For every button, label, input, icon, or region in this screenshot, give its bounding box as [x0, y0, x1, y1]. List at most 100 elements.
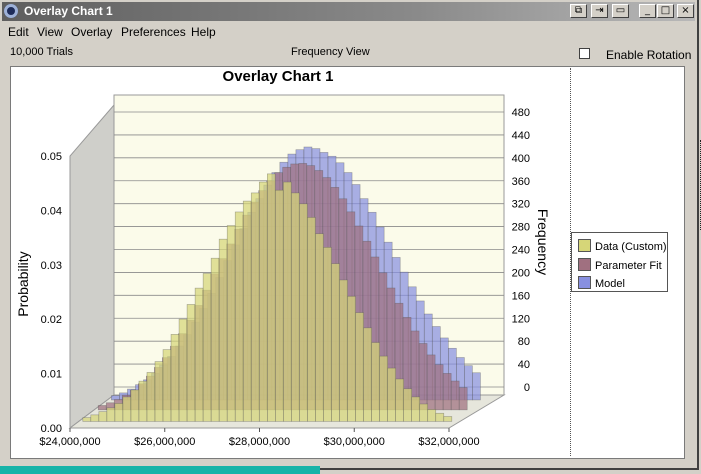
- bar-data: [90, 414, 100, 422]
- chart-side-wall: [69, 103, 115, 429]
- bar-data: [250, 192, 260, 422]
- y2-axis-label: Frequency: [535, 209, 551, 275]
- legend-item-model: Model: [578, 276, 625, 290]
- y2-tick-label: 40: [518, 359, 530, 371]
- view-mode-label[interactable]: Frequency View: [291, 46, 370, 58]
- bar-data: [387, 367, 396, 422]
- bar-data: [339, 279, 348, 422]
- chart-legend[interactable]: Data (Custom) Parameter Fit Model: [571, 232, 668, 292]
- bar-data: [299, 203, 308, 422]
- maximize-button[interactable]: □: [657, 4, 674, 18]
- y2-tick-label: 480: [512, 107, 530, 119]
- menu-view[interactable]: View: [37, 25, 63, 39]
- bar-data: [347, 295, 356, 422]
- window-edge-marker: [697, 140, 701, 230]
- menu-overlay[interactable]: Overlay: [71, 25, 113, 39]
- y-tick-label: 0.05: [41, 151, 62, 163]
- bar-data: [138, 380, 148, 422]
- bar-data: [323, 247, 332, 422]
- y2-tick-label: 240: [512, 245, 530, 257]
- y2-tick-label: 440: [512, 130, 530, 142]
- bar-data: [178, 318, 188, 422]
- overlay-chart: 0 40 80 120 160 200 240 280 320 360 400 440 480 0.00 0…: [15, 68, 551, 448]
- bar-data: [291, 192, 300, 422]
- y-tick-label: 0.03: [41, 260, 62, 272]
- y2-tick-label: 280: [512, 222, 530, 234]
- bar-parameter-fit: [426, 354, 436, 411]
- y-tick-label: 0.01: [41, 369, 62, 381]
- bar-data: [258, 181, 268, 422]
- x-tick-label: $32,000,000: [418, 436, 479, 448]
- bar-data: [218, 238, 228, 422]
- legend-label-data: Data (Custom): [595, 241, 667, 253]
- bar-data: [363, 327, 372, 422]
- y2-tick-label: 160: [512, 290, 530, 302]
- bar-data: [403, 388, 412, 422]
- bar-parameter-fit: [434, 364, 444, 411]
- bar-data: [242, 200, 252, 422]
- x-tick-label: $24,000,000: [39, 436, 100, 448]
- bar-data: [307, 217, 316, 422]
- send-icon[interactable]: ⇥: [591, 4, 608, 18]
- bar-data: [122, 396, 132, 422]
- bar-data: [315, 233, 324, 422]
- taskbar-strip: [0, 466, 320, 474]
- y2-tick-label: 360: [512, 176, 530, 188]
- bar-data: [379, 355, 388, 422]
- y2-tick-label: 400: [512, 153, 530, 165]
- bar-data: [210, 257, 220, 422]
- bar-data: [114, 403, 124, 422]
- bar-data: [202, 273, 212, 422]
- bar-data: [98, 411, 108, 422]
- bar-data: [162, 349, 172, 422]
- restore-window-icon[interactable]: ▭: [612, 4, 629, 18]
- bar-data: [170, 334, 180, 422]
- legend-item-fit: Parameter Fit: [578, 258, 662, 272]
- bar-data: [331, 263, 340, 422]
- bar-data: [435, 412, 445, 422]
- bar-parameter-fit: [450, 380, 460, 411]
- y2-tick-label: 200: [512, 267, 530, 279]
- bar-data: [395, 378, 404, 422]
- x-tick-label: $26,000,000: [134, 436, 195, 448]
- title-bar[interactable]: Overlay Chart 1 ⧉ ⇥ ▭ _ □ ×: [2, 2, 695, 21]
- camera-icon[interactable]: ⧉: [570, 4, 587, 18]
- minimize-button[interactable]: _: [639, 4, 656, 18]
- bar-data: [411, 396, 421, 422]
- legend-label-fit: Parameter Fit: [595, 260, 662, 272]
- legend-swatch-data: [578, 239, 591, 252]
- legend-label-model: Model: [595, 278, 625, 290]
- bar-data: [427, 409, 437, 422]
- enable-rotation-checkbox[interactable]: [579, 48, 590, 59]
- bar-data: [419, 403, 429, 422]
- menu-preferences[interactable]: Preferences: [121, 25, 186, 39]
- bar-data: [82, 417, 92, 422]
- bar-data: [283, 181, 292, 422]
- chart-area[interactable]: 0 40 80 120 160 200 240 280 320 360 400 440 480 0.00 0…: [12, 68, 571, 456]
- legend-swatch-fit: [578, 258, 591, 271]
- window-title: Overlay Chart 1: [24, 4, 113, 18]
- y-tick-label: 0.02: [41, 314, 62, 326]
- bar-model: [472, 372, 481, 401]
- menu-help[interactable]: Help: [191, 25, 216, 39]
- x-tick-label: $28,000,000: [229, 436, 290, 448]
- bar-parameter-fit: [442, 373, 452, 411]
- close-button[interactable]: ×: [677, 4, 694, 18]
- bar-parameter-fit: [97, 405, 107, 411]
- y2-tick-label: 120: [512, 313, 530, 325]
- legend-swatch-model: [578, 276, 591, 289]
- trials-count: 10,000 Trials: [10, 46, 73, 58]
- y-axis-label: Probability: [15, 251, 31, 316]
- enable-rotation-label[interactable]: Enable Rotation: [606, 48, 692, 62]
- menu-edit[interactable]: Edit: [8, 25, 29, 39]
- chart-title: Overlay Chart 1: [223, 68, 334, 85]
- bar-data: [130, 389, 140, 422]
- bar-parameter-fit: [458, 387, 468, 411]
- bar-data: [154, 361, 164, 422]
- bar-data: [443, 416, 453, 422]
- bar-data: [234, 211, 244, 422]
- x-tick-label: $30,000,000: [324, 436, 385, 448]
- y-tick-label: 0.00: [41, 423, 62, 435]
- bar-data: [146, 372, 156, 422]
